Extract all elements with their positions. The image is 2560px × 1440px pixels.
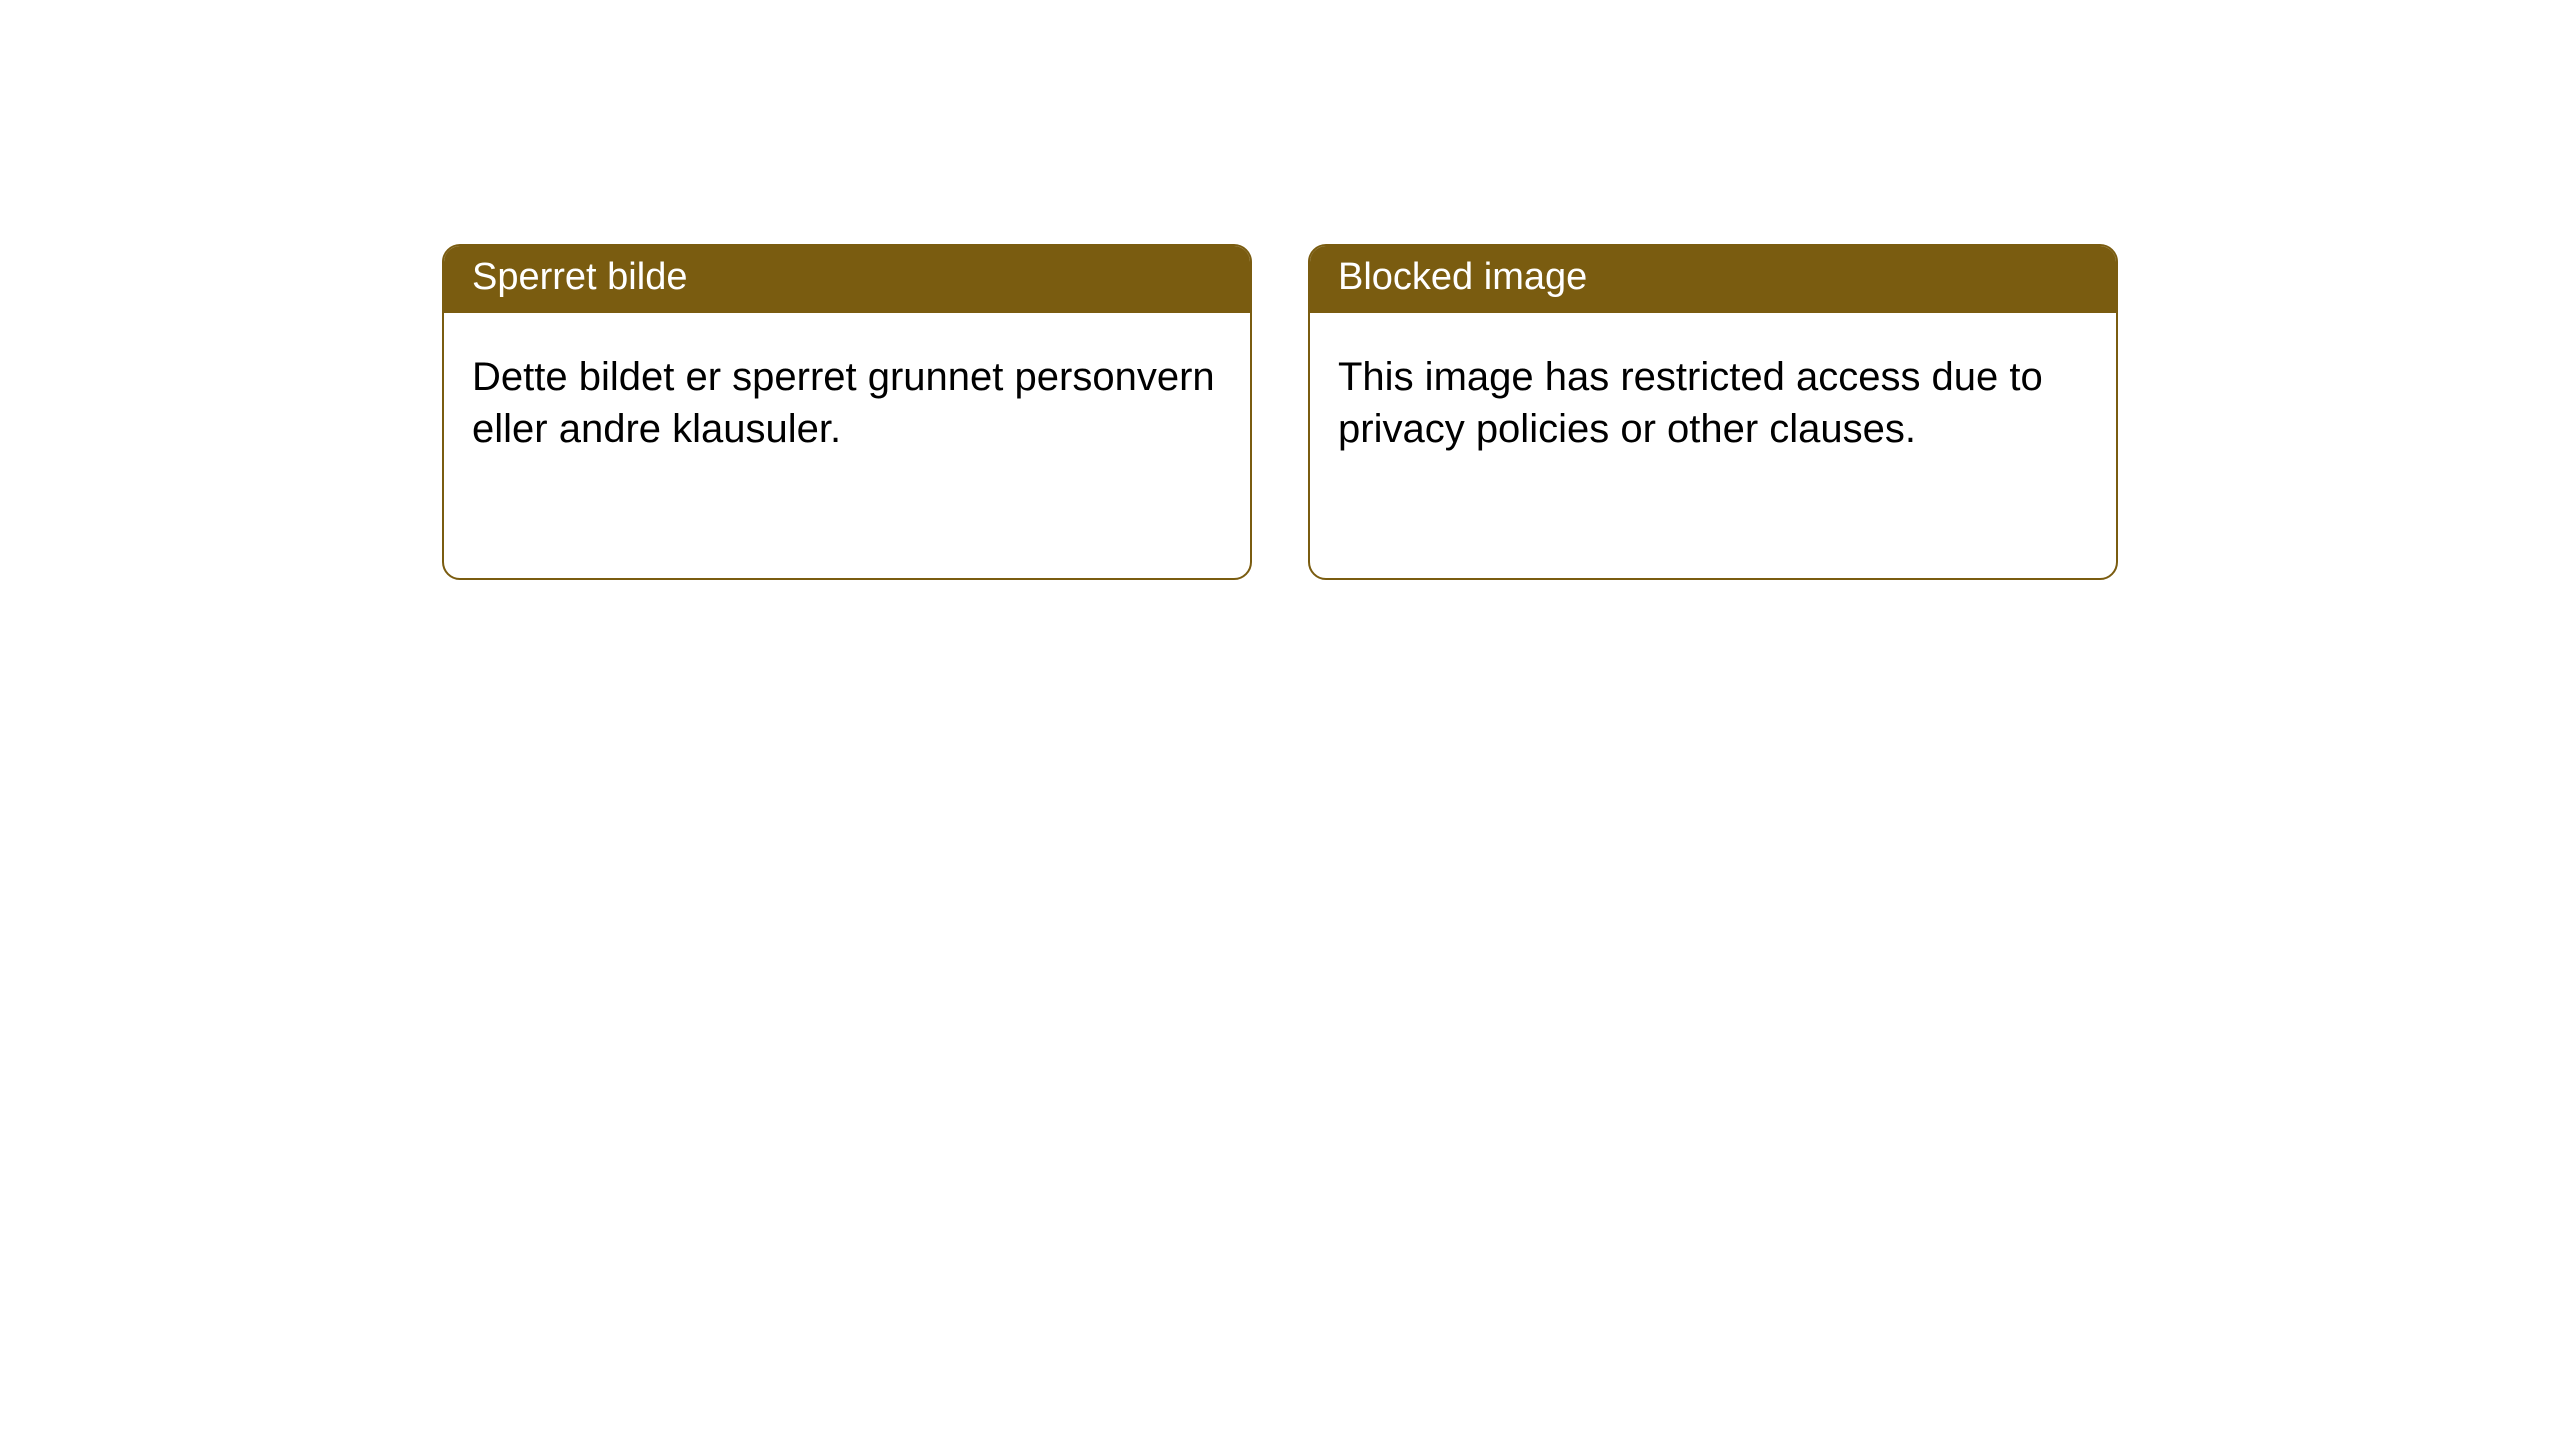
notice-card-english: Blocked image This image has restricted … <box>1308 244 2118 580</box>
notice-container: Sperret bilde Dette bildet er sperret gr… <box>442 244 2560 580</box>
notice-body: This image has restricted access due to … <box>1310 313 2116 483</box>
notice-body: Dette bildet er sperret grunnet personve… <box>444 313 1250 483</box>
notice-card-norwegian: Sperret bilde Dette bildet er sperret gr… <box>442 244 1252 580</box>
notice-header: Sperret bilde <box>444 246 1250 313</box>
notice-header: Blocked image <box>1310 246 2116 313</box>
